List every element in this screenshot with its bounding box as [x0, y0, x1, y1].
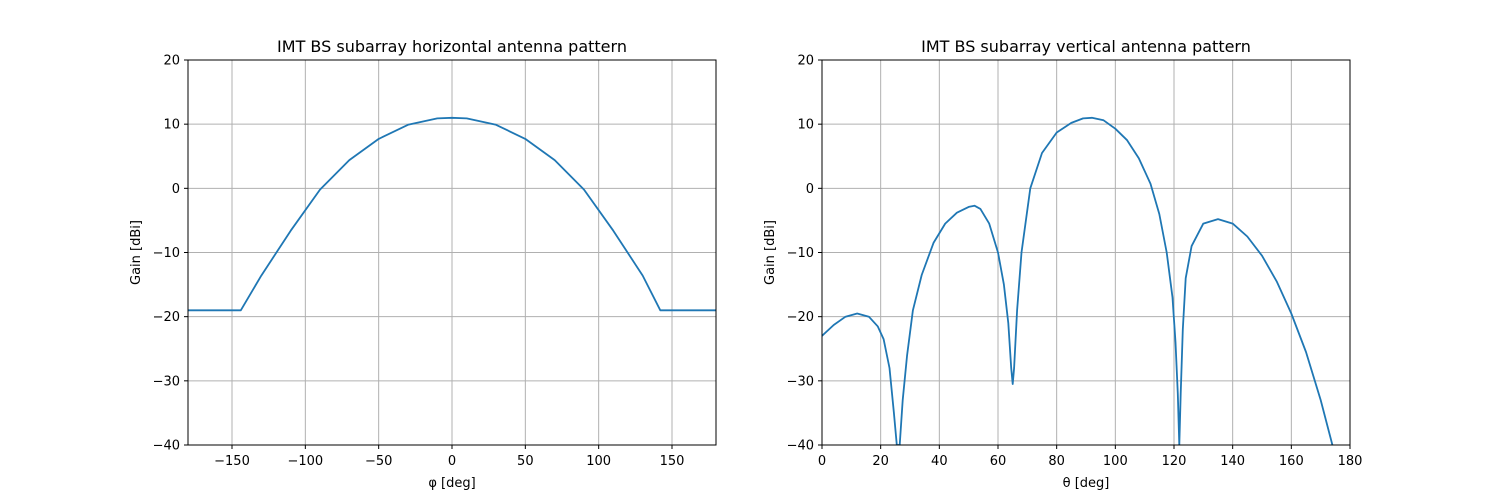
vertical-xtick-label-6: 120	[1162, 454, 1187, 469]
vertical-ytick-label-6: 20	[797, 54, 814, 69]
vertical-xtick-label-0: 0	[818, 454, 826, 469]
horizontal-xtick-label-1: −100	[287, 454, 323, 469]
horizontal-chart-title: IMT BS subarray horizontal antenna patte…	[277, 37, 627, 56]
vertical-xtick-label-7: 140	[1220, 454, 1245, 469]
vertical-xtick-label-9: 180	[1338, 454, 1363, 469]
vertical-xtick-label-4: 80	[1048, 454, 1065, 469]
horizontal-x-axis-label: φ [deg]	[428, 476, 475, 491]
horizontal-pattern-axes: −150 −100 −50 0 50 100 150−40−30−20−1001020IMT…	[129, 37, 717, 491]
vertical-xtick-label-5: 100	[1103, 454, 1128, 469]
vertical-xtick-label-8: 160	[1279, 454, 1304, 469]
horizontal-xtick-label-0: −150	[214, 454, 250, 469]
vertical-pattern-axes: 0 20 40 60 80 100 120 140 160 180 −40 −30 −20 −10 0 10 2…	[763, 37, 1362, 491]
horizontal-ytick-label-5: 10	[163, 118, 180, 133]
horizontal-ytick-label-0: −40	[153, 439, 180, 454]
vertical-ytick-label-4: 0	[806, 182, 814, 197]
vertical-ytick-label-5: 10	[797, 118, 814, 133]
horizontal-ytick-label-1: −30	[153, 374, 180, 389]
vertical-xtick-label-3: 60	[990, 454, 1007, 469]
horizontal-ytick-label-4: 0	[172, 182, 180, 197]
vertical-y-axis-label: Gain [dBi]	[763, 220, 778, 285]
horizontal-ytick-label-6: 20	[163, 54, 180, 69]
horizontal-xtick-label-6: 150	[660, 454, 685, 469]
vertical-pattern-line-0	[822, 116, 1334, 445]
horizontal-ytick-label-3: −10	[153, 246, 180, 261]
horizontal-ytick-label-2: −20	[153, 310, 180, 325]
horizontal-xtick-label-5: 100	[586, 454, 611, 469]
horizontal-xtick-label-4: 50	[517, 454, 534, 469]
vertical-x-axis-label: θ [deg]	[1063, 476, 1110, 491]
vertical-xtick-label-1: 20	[872, 454, 889, 469]
vertical-ytick-label-0: −40	[787, 439, 814, 454]
vertical-xtick-label-2: 40	[931, 454, 948, 469]
vertical-ytick-label-1: −30	[787, 374, 814, 389]
horizontal-xtick-label-3: 0	[448, 454, 456, 469]
horizontal-y-axis-label: Gain [dBi]	[129, 220, 144, 285]
vertical-chart-title: IMT BS subarray vertical antenna pattern	[921, 37, 1251, 56]
vertical-ytick-label-2: −20	[787, 310, 814, 325]
vertical-ytick-label-3: −10	[787, 246, 814, 261]
horizontal-pattern-line-0	[188, 116, 716, 312]
horizontal-xtick-label-2: −50	[365, 454, 392, 469]
